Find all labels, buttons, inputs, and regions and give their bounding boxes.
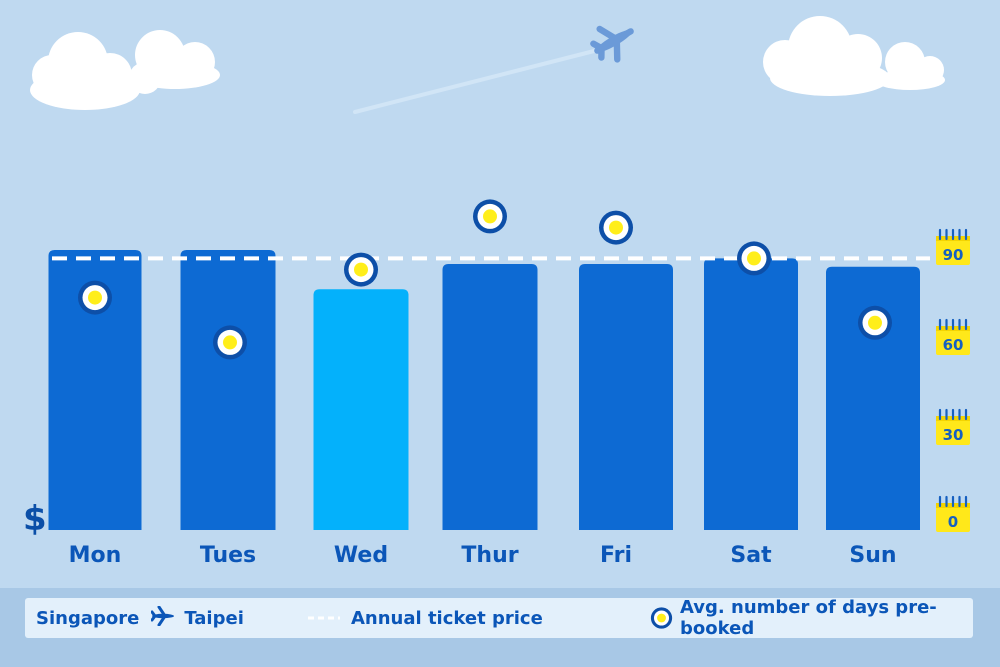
calendar-icon: 90 <box>936 228 970 265</box>
marker-sun <box>858 305 892 340</box>
x-label-thur: Thur <box>461 543 518 568</box>
dashed-line-icon <box>308 616 340 620</box>
legend-marker: Avg. number of days pre-booked <box>650 597 973 639</box>
legend-reference-line: Annual ticket price <box>307 598 543 638</box>
bar-fri <box>579 264 673 530</box>
legend: Singapore Taipei Annual ticket price <box>25 597 973 639</box>
contrail <box>353 48 600 114</box>
x-label-mon: Mon <box>69 543 122 568</box>
bar-mon <box>48 250 142 530</box>
chart: $ Mon Tues Wed Thur Fri Sat Sun 0 30 60 90 <box>23 16 970 568</box>
cloud-icon <box>763 16 945 96</box>
calendar-icon: 60 <box>936 318 970 355</box>
x-label-fri: Fri <box>600 543 632 568</box>
x-label-tues: Tues <box>200 543 256 568</box>
marker-thur <box>473 199 507 234</box>
cloud-icon <box>30 30 220 110</box>
calendar-icon: 0 <box>936 495 970 532</box>
right-axis-tick-0: 0 <box>948 513 958 531</box>
right-axis-tick-90: 90 <box>943 246 964 264</box>
x-label-sat: Sat <box>730 543 772 568</box>
right-axis-calendars: 0 30 60 90 <box>936 228 970 532</box>
bar-thur <box>442 264 538 530</box>
airplane-icon <box>590 25 634 63</box>
bar-sat <box>704 258 798 530</box>
bar-tues <box>180 250 276 530</box>
origin-label: Singapore <box>36 607 140 629</box>
legend-route: Singapore Taipei <box>36 598 244 638</box>
x-axis-labels: Mon Tues Wed Thur Fri Sat Sun <box>69 543 897 568</box>
footer: Singapore Taipei Annual ticket price <box>0 588 1000 667</box>
destination-label: Taipei <box>184 607 244 629</box>
markers <box>78 199 892 360</box>
marker-mon <box>78 280 112 315</box>
marker-label: Avg. number of days pre-booked <box>680 597 937 639</box>
calendar-icon: 30 <box>936 408 970 445</box>
reference-line-label: Annual ticket price <box>351 607 543 629</box>
marker-icon <box>650 607 673 629</box>
bar-wed <box>313 289 409 530</box>
marker-fri <box>599 210 633 245</box>
bar-sun <box>826 266 920 530</box>
x-label-sun: Sun <box>849 543 896 568</box>
airplane-icon <box>150 605 175 631</box>
bars <box>48 250 920 530</box>
currency-symbol: $ <box>23 499 47 539</box>
marker-wed <box>344 252 378 287</box>
marker-sat <box>737 241 771 276</box>
right-axis-tick-30: 30 <box>943 426 964 444</box>
marker-tues <box>213 325 247 360</box>
right-axis-tick-60: 60 <box>943 336 964 354</box>
x-label-wed: Wed <box>334 543 388 568</box>
